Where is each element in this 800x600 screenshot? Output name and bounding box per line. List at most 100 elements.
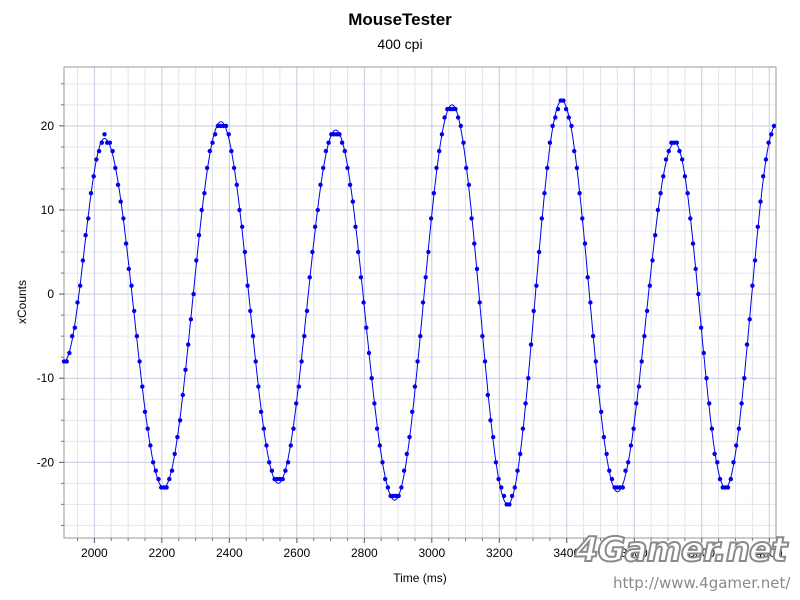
data-point — [283, 468, 288, 473]
data-point — [725, 485, 731, 490]
data-point — [126, 266, 131, 272]
y-tick-label: 0 — [47, 287, 54, 301]
x-tick-label: 2200 — [149, 546, 176, 560]
data-point — [299, 359, 304, 364]
data-point — [94, 157, 99, 162]
data-point — [528, 342, 534, 347]
data-point — [493, 460, 499, 465]
data-point — [420, 300, 426, 305]
data-point — [86, 216, 91, 221]
data-point — [766, 140, 771, 145]
data-point — [207, 148, 212, 154]
data-point — [356, 249, 361, 255]
data-point — [553, 115, 558, 120]
data-point — [345, 165, 350, 171]
data-point — [469, 216, 474, 221]
watermark: 4Gamer.net http://www.4gamer.net/ — [574, 529, 797, 598]
data-point — [526, 376, 531, 381]
data-point — [380, 460, 385, 465]
data-point — [150, 460, 156, 465]
data-point — [428, 216, 434, 221]
data-point — [563, 106, 569, 112]
data-point — [744, 342, 750, 347]
data-point — [234, 182, 239, 187]
data-point — [353, 224, 358, 229]
data-point — [582, 241, 588, 246]
data-point — [296, 384, 302, 389]
data-point — [267, 460, 272, 465]
data-point — [83, 233, 88, 238]
data-point — [680, 157, 685, 162]
data-point — [518, 451, 523, 457]
data-point — [88, 191, 94, 196]
axis-ticks — [59, 83, 770, 543]
data-point — [512, 485, 517, 490]
data-point — [132, 308, 137, 314]
data-point — [123, 241, 129, 246]
data-point — [488, 418, 493, 423]
data-point — [291, 426, 296, 431]
data-point — [377, 443, 382, 448]
data-point — [480, 333, 485, 339]
data-point — [223, 123, 229, 129]
data-point — [593, 359, 598, 364]
data-point — [715, 460, 720, 465]
data-point — [134, 333, 140, 339]
data-point — [509, 493, 515, 499]
data-point — [752, 258, 758, 263]
watermark-logo: 4Gamer.net — [574, 529, 788, 571]
data-point — [285, 460, 291, 465]
data-point — [202, 191, 207, 196]
data-point — [515, 468, 520, 473]
data-point — [547, 140, 553, 145]
series-xcounts — [61, 98, 777, 507]
data-point — [396, 493, 401, 499]
grid — [64, 67, 776, 538]
data-point — [404, 451, 409, 457]
data-point — [199, 207, 204, 213]
data-point — [72, 325, 78, 330]
data-point — [650, 258, 655, 263]
data-point — [91, 174, 96, 179]
data-point — [169, 468, 175, 473]
data-point — [129, 283, 134, 288]
data-point — [142, 409, 148, 414]
data-point — [636, 384, 642, 389]
data-point — [712, 451, 717, 457]
y-tick-label: 10 — [41, 203, 55, 217]
data-point — [647, 283, 652, 288]
data-point — [599, 409, 604, 414]
data-point — [385, 485, 391, 490]
data-point — [623, 468, 628, 473]
data-point — [175, 434, 180, 440]
data-point — [99, 140, 105, 145]
data-point — [434, 165, 439, 171]
x-tick-label: 2600 — [283, 546, 310, 560]
data-point — [555, 106, 561, 112]
data-point — [115, 182, 121, 187]
x-tick-label: 2000 — [81, 546, 108, 560]
y-axis-title: xCounts — [15, 280, 29, 324]
data-point — [96, 148, 102, 154]
data-point — [186, 342, 191, 347]
data-point — [604, 451, 609, 457]
data-point — [682, 174, 688, 179]
data-point — [415, 359, 420, 364]
data-point — [634, 401, 639, 406]
data-point — [690, 241, 696, 246]
data-point — [145, 426, 150, 431]
data-point — [312, 224, 318, 229]
data-point — [739, 401, 744, 406]
data-point — [704, 376, 709, 381]
data-point — [156, 476, 161, 482]
data-point — [693, 266, 698, 272]
data-point — [569, 123, 574, 129]
data-point — [485, 392, 490, 398]
data-point — [137, 359, 142, 364]
data-point — [248, 308, 253, 314]
data-point — [383, 476, 388, 482]
data-point — [539, 216, 544, 221]
data-point — [542, 191, 547, 196]
data-point — [250, 333, 256, 339]
data-point — [755, 224, 760, 229]
